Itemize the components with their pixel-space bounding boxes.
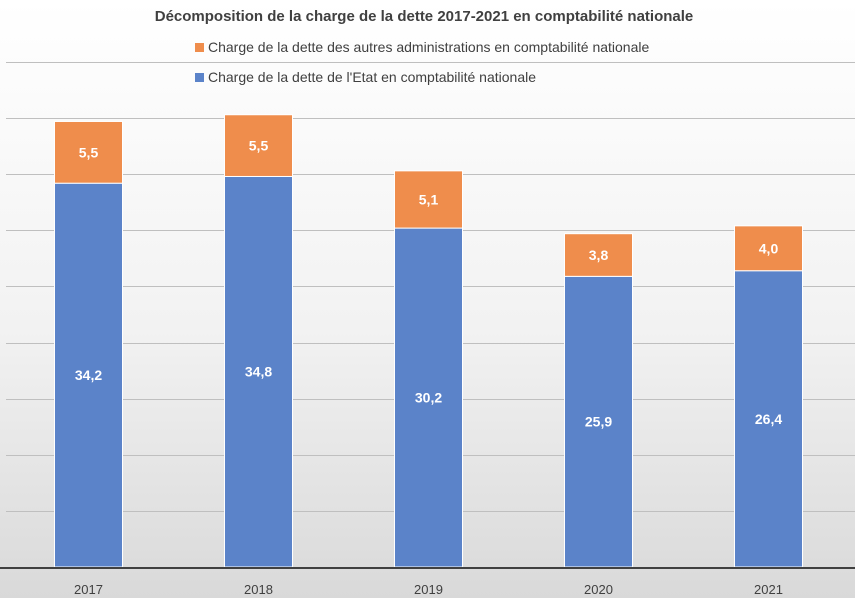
- data-label-2020-series-1: 25,9: [585, 414, 612, 430]
- x-tick-label-2019: 2019: [414, 582, 443, 597]
- legend-item-series-2: Charge de la dette des autres administra…: [195, 39, 649, 55]
- bar-segment-2018-series-2: [224, 114, 293, 177]
- legend-item-series-1: Charge de la dette de l'Etat en comptabi…: [195, 69, 536, 85]
- bar-segment-2019-series-2: [394, 170, 463, 229]
- x-tick-label-2020: 2020: [584, 582, 613, 597]
- legend: Charge de la dette des autres administra…: [195, 39, 649, 85]
- bar-segment-2017-series-1: [54, 182, 123, 568]
- data-label-2021-series-1: 26,4: [755, 411, 782, 427]
- x-tick-label-2021: 2021: [754, 582, 783, 597]
- bars: [54, 114, 803, 568]
- data-label-2017-series-1: 34,2: [75, 367, 102, 383]
- data-label-2017-series-2: 5,5: [79, 144, 99, 160]
- legend-swatch: [195, 43, 204, 52]
- legend-label: Charge de la dette des autres administra…: [208, 39, 649, 55]
- x-axis-tick-labels: 2017 2018 2019 2020 2021: [74, 582, 783, 597]
- bar-segment-2021-series-1: [734, 270, 803, 568]
- chart-title: Décomposition de la charge de la dette 2…: [155, 8, 694, 25]
- bar-segment-2018-series-1: [224, 175, 293, 568]
- data-labels: 34,2 5,5 34,8 5,5 30,2 5,1 25,9 3,8 26,4 4,0: [75, 138, 782, 430]
- data-label-2018-series-2: 5,5: [249, 138, 269, 154]
- legend-swatch: [195, 73, 204, 82]
- data-label-2021-series-2: 4,0: [759, 240, 779, 256]
- data-label-2018-series-1: 34,8: [245, 364, 272, 380]
- bar-segment-2021-series-2: [734, 225, 803, 272]
- legend-label: Charge de la dette de l'Etat en comptabi…: [208, 69, 536, 85]
- data-label-2019-series-2: 5,1: [419, 191, 439, 207]
- bar-segment-2017-series-2: [54, 120, 123, 184]
- x-tick-label-2018: 2018: [244, 582, 273, 597]
- data-label-2020-series-2: 3,8: [589, 247, 609, 263]
- data-label-2019-series-1: 30,2: [415, 390, 442, 406]
- bar-segment-2019-series-1: [394, 227, 463, 568]
- bar-segment-2020-series-1: [564, 275, 633, 568]
- x-tick-label-2017: 2017: [74, 582, 103, 597]
- bar-segment-2020-series-2: [564, 233, 633, 277]
